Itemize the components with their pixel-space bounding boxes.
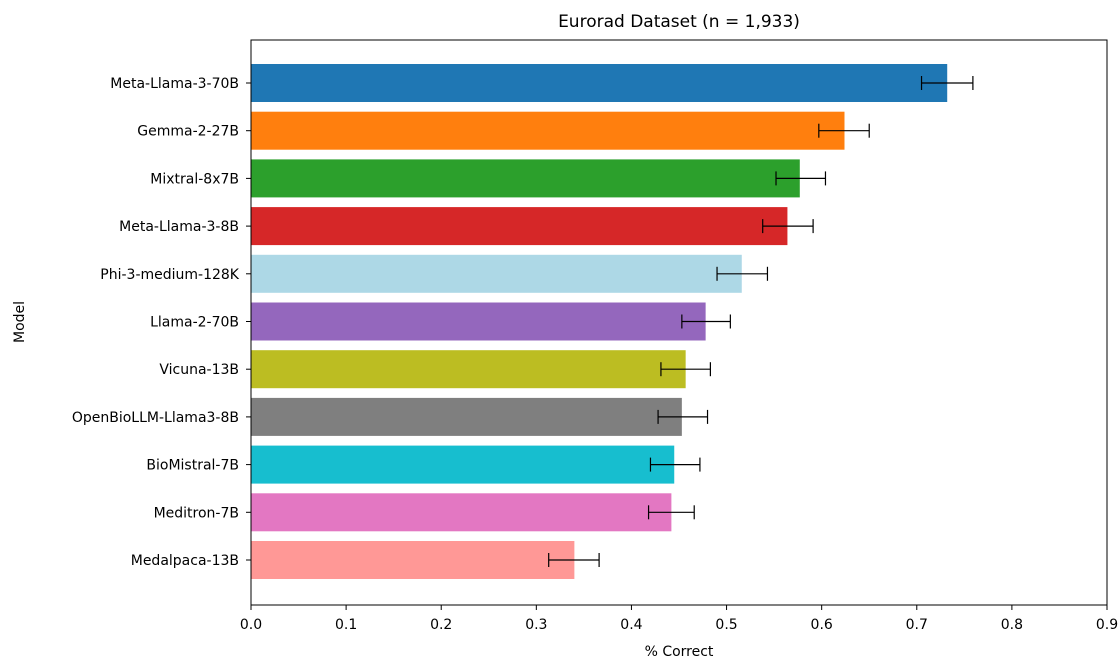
error-bar [818,123,870,138]
bar [251,350,686,389]
x-tick-label: 0.8 [1001,617,1023,633]
x-tick-label: 0.7 [906,617,928,633]
y-tick-label: Gemma-2-27B [137,124,239,140]
bar [251,254,742,293]
bar [251,207,788,246]
x-tick-label: 0.6 [811,617,833,633]
chart-title: Eurorad Dataset (n = 1,933) [558,12,800,32]
bar [251,64,948,102]
x-axis-ticks: 0.0 0.1 0.2 0.3 0.4 0.5 0.6 0.7 0.8 0.9 [240,605,1118,633]
x-tick-label: 0.3 [525,617,547,633]
x-axis-title: % Correct [645,644,714,657]
bar [251,493,672,532]
y-tick-label: OpenBioLLM-Llama3-8B [72,410,239,426]
y-tick-label: Phi-3-medium-128K [100,267,240,283]
bar [251,111,845,150]
y-tick-label: BioMistral-7B [146,458,239,474]
x-tick-label: 0.9 [1096,617,1118,633]
y-tick-label: Meditron-7B [154,505,239,521]
error-bar [660,362,711,377]
y-tick-label: Mixtral-8x7B [150,171,239,187]
bar [251,159,800,198]
error-bar [681,314,731,329]
x-tick-label: 0.4 [620,617,642,633]
bar [251,541,575,579]
error-bar [657,409,709,424]
error-bar [548,553,600,567]
y-tick-label: Meta-Llama-3-70B [110,76,239,92]
error-bar [775,171,827,186]
error-bar [647,505,695,520]
x-tick-label: 0.0 [240,617,262,633]
y-tick-label: Medalpaca-13B [131,553,239,569]
bar [251,397,682,436]
y-tick-label: Vicuna-13B [159,362,239,378]
error-bar [762,219,814,234]
error-bars-layer [548,76,974,567]
error-bar [716,266,769,281]
y-tick-label: Meta-Llama-3-8B [119,219,239,235]
bar [251,445,675,484]
y-axis-ticks: Meta-Llama-3-70B Gemma-2-27B Mixtral-8x7B M… [72,76,251,569]
x-tick-label: 0.1 [335,617,357,633]
plot-frame [250,39,1108,606]
bars-layer [251,64,948,579]
error-bar [649,457,701,472]
x-tick-label: 0.5 [715,617,737,633]
x-tick-label: 0.2 [430,617,452,633]
error-bar [920,76,974,90]
y-tick-label: Llama-2-70B [150,315,239,331]
bar [251,302,706,341]
y-axis-title: Model [12,301,28,343]
